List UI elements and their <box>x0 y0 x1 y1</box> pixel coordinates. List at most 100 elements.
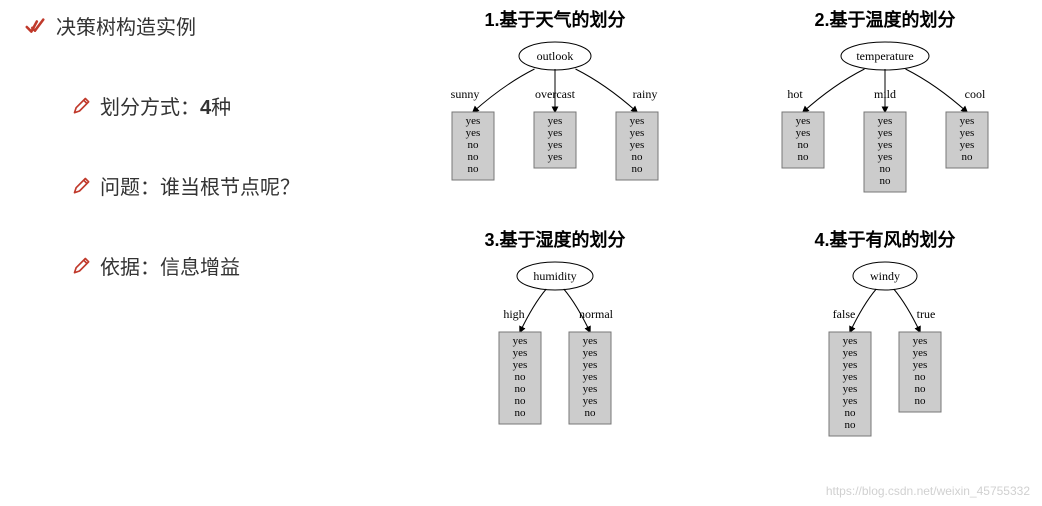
tree-edge <box>473 69 535 112</box>
leaf-value: no <box>915 395 927 407</box>
edge-label: high <box>503 307 524 321</box>
tree-title: 3.基于湿度的划分 <box>400 226 710 252</box>
title-text: 决策树构造实例 <box>56 14 196 42</box>
edge-label: mild <box>874 87 896 101</box>
leaf-value: yes <box>843 395 858 407</box>
leaf-value: yes <box>843 359 858 371</box>
leaf-value: yes <box>913 335 928 347</box>
tree-svg: windyfalseyesyesyesyesyesyesnonotrueyesy… <box>735 256 1035 442</box>
leaf-value: no <box>515 407 527 419</box>
leaf-value: yes <box>583 335 598 347</box>
leaf-value: yes <box>843 335 858 347</box>
line1-bold: 4 <box>200 97 211 119</box>
line1-row: 划分方式：4种 <box>72 94 394 122</box>
edge-label: false <box>833 307 856 321</box>
tree-edge <box>906 69 968 112</box>
tree-svg: temperaturehotyesyesnonomildyesyesyesyes… <box>735 36 1035 198</box>
root-label: windy <box>870 269 900 283</box>
tree-block-1: 2.基于温度的划分temperaturehotyesyesnonomildyes… <box>730 6 1040 222</box>
leaf-value: yes <box>796 127 811 139</box>
leaf-value: yes <box>960 127 975 139</box>
title-row: 决策树构造实例 <box>24 14 394 42</box>
leaf-value: no <box>915 383 927 395</box>
edge-label: true <box>917 307 936 321</box>
tree-block-0: 1.基于天气的划分outlooksunnyyesyesnononoovercas… <box>400 6 710 222</box>
leaf-value: no <box>915 371 927 383</box>
leaf-value: yes <box>960 139 975 151</box>
line1-text: 划分方式：4种 <box>100 94 231 122</box>
leaf-value: yes <box>583 395 598 407</box>
leaf-value: no <box>585 407 597 419</box>
root-label: outlook <box>537 49 574 63</box>
leaf-value: yes <box>583 347 598 359</box>
leaf-value: yes <box>513 359 528 371</box>
leaf-value: no <box>468 151 480 163</box>
edge-label: rainy <box>633 87 658 101</box>
leaf-value: yes <box>583 383 598 395</box>
leaf-value: yes <box>878 115 893 127</box>
check-icon <box>24 16 46 38</box>
edge-label: hot <box>787 87 803 101</box>
leaf-value: yes <box>466 115 481 127</box>
leaf-value: yes <box>913 347 928 359</box>
leaf-value: yes <box>913 359 928 371</box>
leaf-value: yes <box>466 127 481 139</box>
tree-edge <box>803 69 865 112</box>
leaf-value: yes <box>548 151 563 163</box>
pencil-icon <box>72 176 92 196</box>
leaf-value: yes <box>548 115 563 127</box>
leaf-value: no <box>515 383 527 395</box>
leaf-value: no <box>880 163 892 175</box>
watermark: https://blog.csdn.net/weixin_45755332 <box>826 484 1030 498</box>
line1-prefix: 划分方式： <box>100 97 200 119</box>
root-label: humidity <box>533 269 576 283</box>
tree-title: 2.基于温度的划分 <box>730 6 1040 32</box>
leaf-value: no <box>515 395 527 407</box>
tree-svg: humidityhighyesyesyesnononononormalyesye… <box>405 256 705 430</box>
pencil-icon <box>72 256 92 276</box>
tree-svg: outlooksunnyyesyesnononoovercastyesyesye… <box>405 36 705 186</box>
leaf-value: no <box>962 151 974 163</box>
leaf-value: yes <box>548 139 563 151</box>
edge-label: sunny <box>451 87 480 101</box>
tree-block-3: 4.基于有风的划分windyfalseyesyesyesyesyesyesnon… <box>730 226 1040 442</box>
leaf-value: yes <box>878 139 893 151</box>
leaf-value: no <box>880 175 892 187</box>
line2-text: 问题：谁当根节点呢？ <box>100 174 300 202</box>
leaf-value: yes <box>843 371 858 383</box>
tree-title: 4.基于有风的划分 <box>730 226 1040 252</box>
edge-label: normal <box>579 307 614 321</box>
line3-row: 依据：信息增益 <box>72 254 394 282</box>
leaf-value: no <box>632 151 644 163</box>
leaf-value: yes <box>548 127 563 139</box>
leaf-value: no <box>632 163 644 175</box>
tree-svg-wrap: windyfalseyesyesyesyesyesyesnonotrueyesy… <box>730 256 1040 442</box>
edge-label: cool <box>965 87 986 101</box>
root-label: temperature <box>856 49 913 63</box>
leaf-value: yes <box>960 115 975 127</box>
leaf-value: no <box>468 139 480 151</box>
leaf-value: yes <box>796 115 811 127</box>
trees-grid: 1.基于天气的划分outlooksunnyyesyesnononoovercas… <box>400 6 1040 442</box>
leaf-value: no <box>845 419 857 431</box>
line3-text: 依据：信息增益 <box>100 254 240 282</box>
tree-block-2: 3.基于湿度的划分humidityhighyesyesyesnonononono… <box>400 226 710 442</box>
leaf-value: no <box>798 151 810 163</box>
line2-row: 问题：谁当根节点呢？ <box>72 174 394 202</box>
tree-svg-wrap: temperaturehotyesyesnonomildyesyesyesyes… <box>730 36 1040 198</box>
tree-title: 1.基于天气的划分 <box>400 6 710 32</box>
leaf-value: yes <box>630 139 645 151</box>
line1-suffix: 种 <box>211 97 231 119</box>
left-panel: 决策树构造实例 划分方式：4种 问题：谁当根节点呢？ 依据 <box>24 14 394 334</box>
pencil-icon <box>72 96 92 116</box>
leaf-value: yes <box>583 371 598 383</box>
tree-edge <box>576 69 638 112</box>
leaf-value: no <box>515 371 527 383</box>
leaf-value: yes <box>630 127 645 139</box>
leaf-value: yes <box>583 359 598 371</box>
leaf-value: yes <box>843 347 858 359</box>
leaf-value: no <box>845 407 857 419</box>
leaf-value: yes <box>630 115 645 127</box>
leaf-value: yes <box>878 151 893 163</box>
leaf-value: yes <box>513 335 528 347</box>
